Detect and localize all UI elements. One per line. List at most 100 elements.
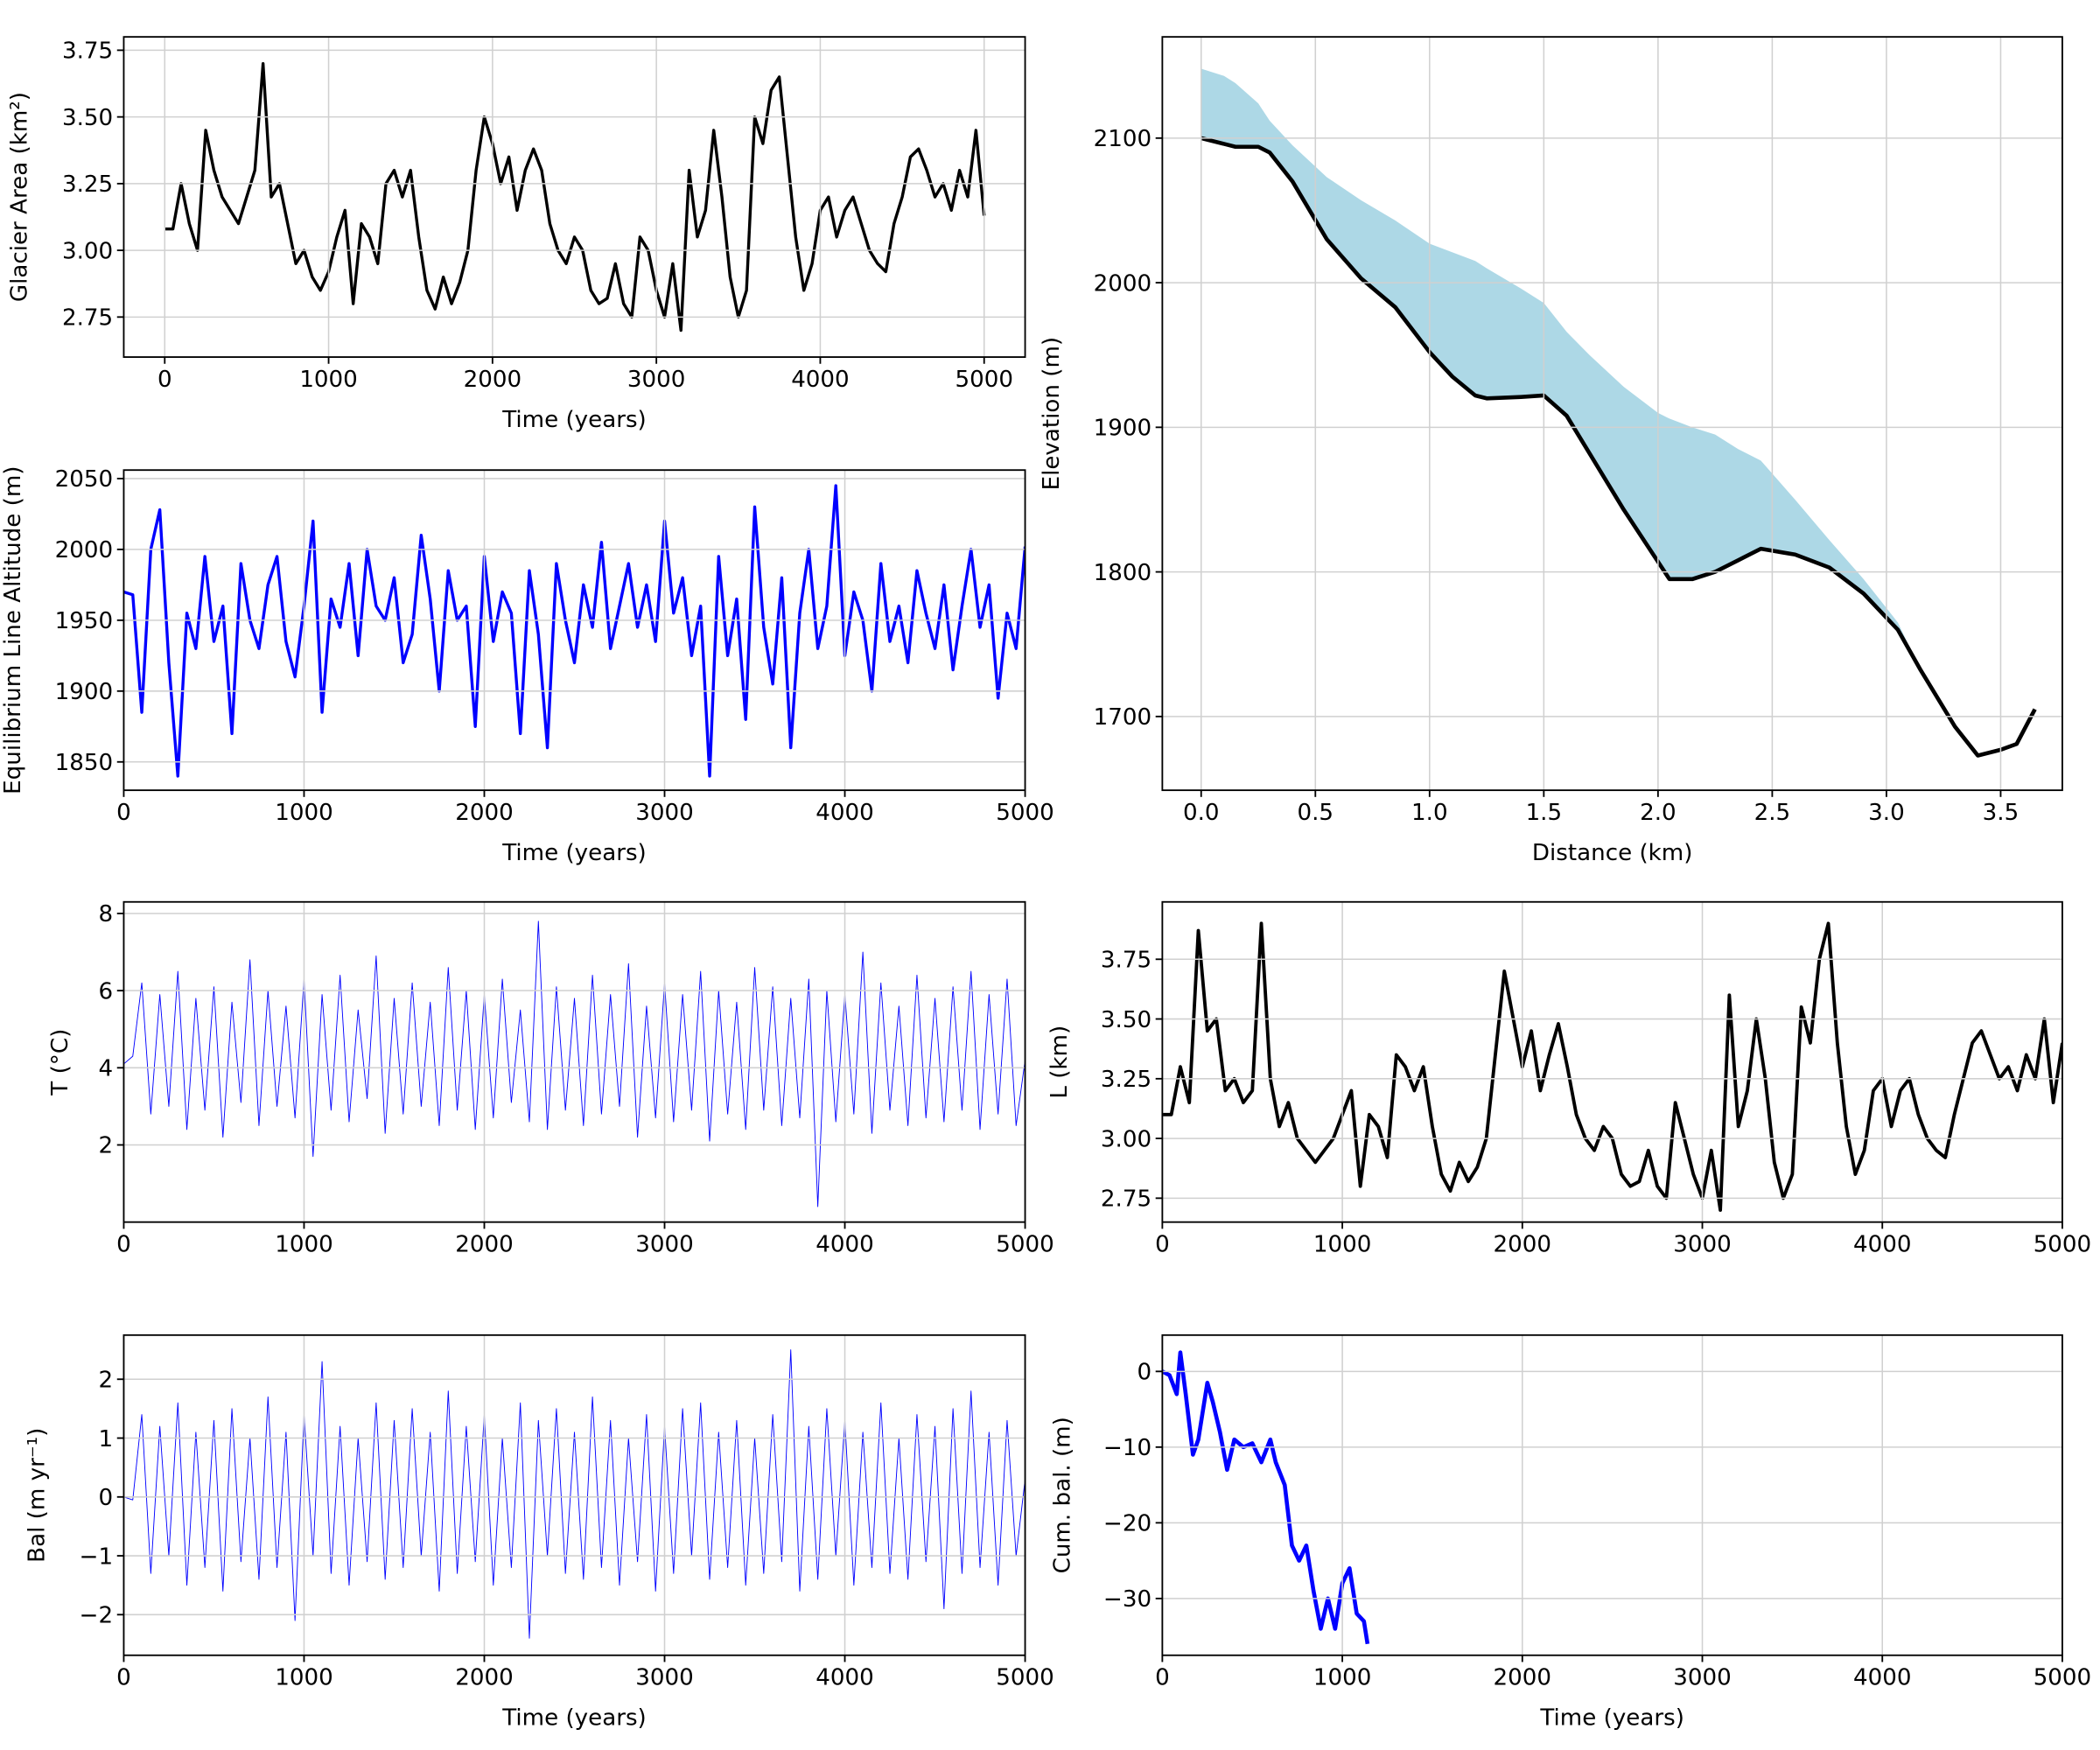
x-tick-label: 5000 xyxy=(2034,1665,2092,1691)
x-tick-label: 4000 xyxy=(816,1665,874,1691)
x-tick-label: 3000 xyxy=(1673,1665,1731,1691)
y-tick-label: 1700 xyxy=(1094,704,1152,731)
x-tick-label: 0 xyxy=(116,1231,131,1257)
y-tick-label: 0 xyxy=(99,1485,114,1511)
y-tick-label: −30 xyxy=(1103,1586,1152,1613)
y-tick-label: 1950 xyxy=(55,608,114,634)
x-tick-label: 4000 xyxy=(1853,1665,1912,1691)
x-tick-label: 1000 xyxy=(275,800,333,826)
x-tick-label: 2000 xyxy=(1494,1231,1552,1257)
x-tick-label: 3.5 xyxy=(1983,800,2020,826)
x-tick-label: 3000 xyxy=(635,1231,694,1257)
x-tick-label: 3000 xyxy=(627,367,686,393)
x-tick-label: 2.5 xyxy=(1754,800,1791,826)
x-tick-label: 0 xyxy=(158,367,172,393)
x-tick-label: 2000 xyxy=(455,1231,514,1257)
y-tick-label: 2 xyxy=(99,1367,114,1393)
y-tick-label: 1800 xyxy=(1094,560,1152,586)
x-axis-label: Distance (km) xyxy=(1532,840,1693,866)
x-tick-label: 5000 xyxy=(996,1231,1054,1257)
axes-frame xyxy=(122,36,1026,358)
x-tick-label: 1000 xyxy=(275,1231,333,1257)
y-tick-label: 1850 xyxy=(55,750,114,776)
x-tick-label: 2000 xyxy=(455,800,514,826)
y-tick-label: 6 xyxy=(99,978,114,1004)
y-tick-label: 1900 xyxy=(1094,416,1152,442)
x-tick-label: 1.5 xyxy=(1526,800,1563,826)
x-tick-label: 5000 xyxy=(996,800,1054,826)
y-tick-label: −2 xyxy=(80,1603,114,1629)
x-tick-label: 1000 xyxy=(1313,1231,1372,1257)
y-tick-label: 2.75 xyxy=(1101,1186,1152,1213)
x-tick-label: 4000 xyxy=(791,367,849,393)
plot-area xyxy=(1162,1350,1370,1645)
axes-frame xyxy=(1161,1334,2063,1656)
plot-area xyxy=(123,1349,1026,1639)
data-line xyxy=(123,1349,1026,1639)
y-tick-label: 3.00 xyxy=(1101,1126,1152,1152)
x-tick-label: 0 xyxy=(1155,1665,1170,1691)
x-tick-label: 1.0 xyxy=(1411,800,1448,826)
y-tick-label: 2000 xyxy=(55,537,114,564)
y-tick-label: 3.50 xyxy=(62,105,113,131)
x-tick-label: 2000 xyxy=(464,367,522,393)
y-tick-label: −20 xyxy=(1103,1511,1152,1537)
x-tick-label: 3000 xyxy=(1673,1231,1731,1257)
data-line xyxy=(164,61,986,332)
x-tick-label: 4000 xyxy=(1853,1231,1912,1257)
y-tick-label: 2050 xyxy=(55,466,114,493)
y-axis-label: Equilibrium Line Altitude (m) xyxy=(0,466,26,794)
y-axis-label: T (°C) xyxy=(47,1029,74,1096)
x-axis-label: Time (years) xyxy=(501,840,647,866)
x-tick-label: 1000 xyxy=(275,1665,333,1691)
y-tick-label: 3.25 xyxy=(62,172,113,198)
axes-frame xyxy=(1161,900,2063,1223)
y-axis-label: Elevation (m) xyxy=(1039,337,1065,491)
y-axis-label: Glacier Area (km²) xyxy=(7,92,33,302)
x-tick-label: 0 xyxy=(116,1665,131,1691)
x-tick-label: 2000 xyxy=(1494,1665,1552,1691)
y-tick-label: 3.75 xyxy=(62,38,113,65)
x-tick-label: 2.0 xyxy=(1640,800,1676,826)
y-tick-label: 3.00 xyxy=(62,238,113,264)
x-tick-label: 5000 xyxy=(996,1665,1054,1691)
y-tick-label: 3.50 xyxy=(1101,1007,1152,1033)
x-tick-label: 0 xyxy=(1155,1231,1170,1257)
x-tick-label: 2000 xyxy=(455,1665,514,1691)
x-axis-label: Time (years) xyxy=(501,407,647,433)
y-tick-label: 4 xyxy=(99,1056,114,1082)
y-tick-label: 0 xyxy=(1137,1360,1152,1386)
y-tick-label: 3.25 xyxy=(1101,1067,1152,1093)
axes-frame xyxy=(122,900,1026,1223)
x-tick-label: 4000 xyxy=(816,1231,874,1257)
y-tick-label: 2000 xyxy=(1094,270,1152,297)
x-tick-label: 5000 xyxy=(2034,1231,2092,1257)
ice-area xyxy=(1200,68,1922,670)
y-tick-label: 2 xyxy=(99,1133,114,1159)
y-axis-label: Bal (m yr⁻¹) xyxy=(24,1428,51,1563)
x-tick-label: 3000 xyxy=(635,800,694,826)
plot-area xyxy=(164,61,986,332)
x-tick-label: 3.0 xyxy=(1868,800,1905,826)
x-tick-label: 3000 xyxy=(635,1665,694,1691)
x-tick-label: 0.5 xyxy=(1298,800,1334,826)
plot-area xyxy=(123,484,1026,778)
y-tick-label: 2.75 xyxy=(62,305,113,332)
x-tick-label: 4000 xyxy=(816,800,874,826)
y-tick-label: 1900 xyxy=(55,679,114,705)
x-tick-label: 0 xyxy=(116,800,131,826)
data-line xyxy=(123,484,1026,778)
axes-frame xyxy=(122,469,1026,792)
y-tick-label: −10 xyxy=(1103,1435,1152,1461)
data-line xyxy=(1200,136,2037,758)
x-tick-label: 1000 xyxy=(299,367,358,393)
y-tick-label: 1 xyxy=(99,1426,114,1452)
x-tick-label: 5000 xyxy=(955,367,1013,393)
y-axis-label: L (km) xyxy=(1046,1026,1073,1099)
axes-frame xyxy=(122,1334,1026,1656)
x-axis-label: Time (years) xyxy=(1539,1705,1684,1732)
plot-area xyxy=(1200,68,2037,758)
y-tick-label: 2100 xyxy=(1094,126,1152,152)
